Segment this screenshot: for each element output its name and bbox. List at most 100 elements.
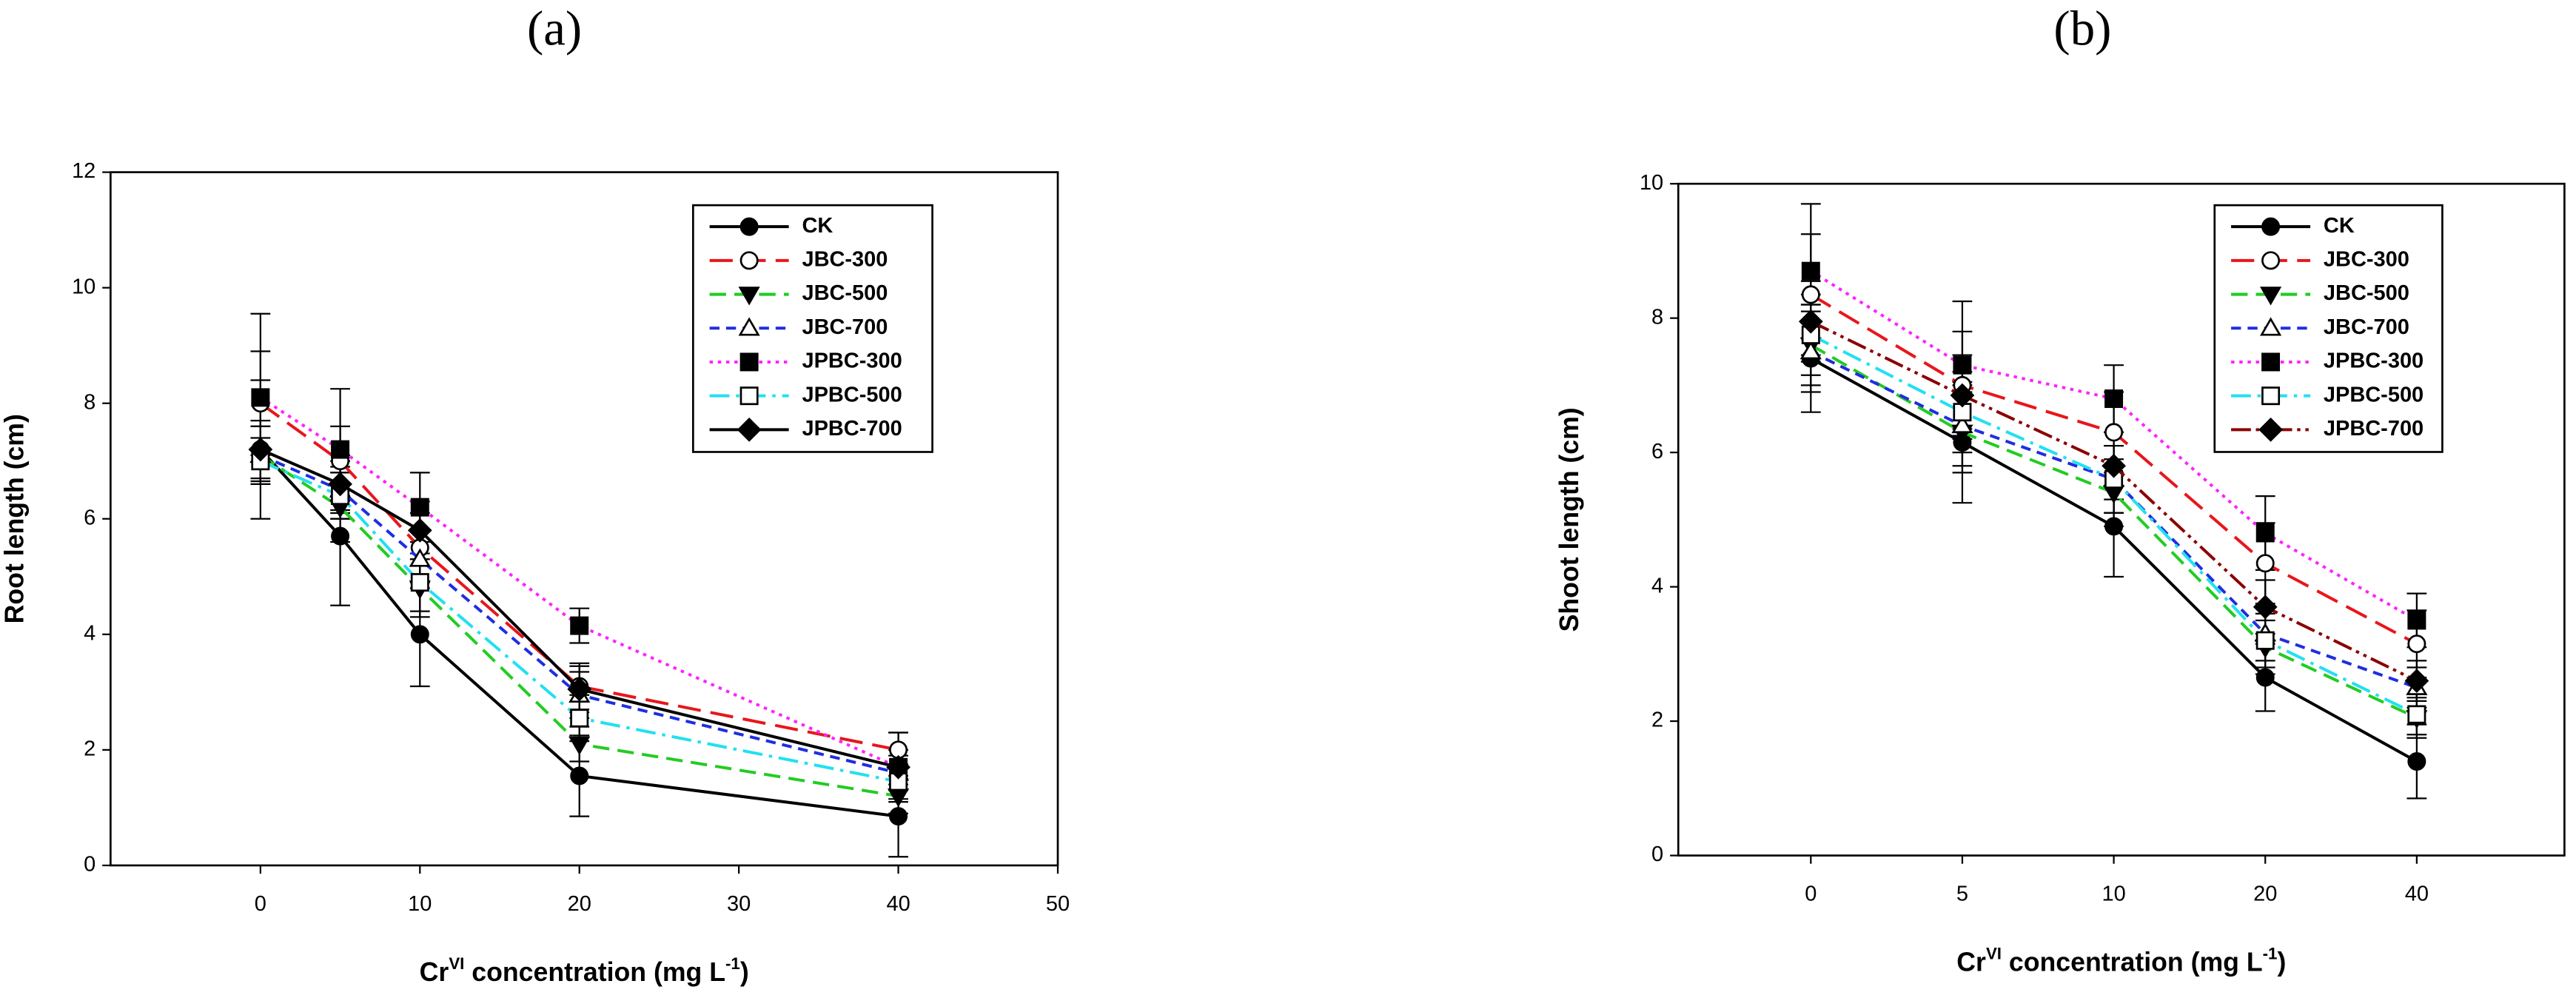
y-tick-label: 8: [1651, 305, 1663, 329]
legend-label: CK: [802, 214, 833, 238]
x-tick-label: 0: [1805, 883, 1817, 906]
marker: [1801, 285, 1820, 304]
x-axis-label-part: concentration (mg L: [464, 957, 725, 987]
y-tick-label: 10: [72, 275, 95, 298]
y-tick-label: 8: [84, 390, 95, 414]
x-tick-label: 50: [1046, 892, 1070, 916]
marker: [328, 472, 352, 497]
marker: [887, 788, 910, 808]
marker: [2255, 631, 2275, 650]
marker: [410, 625, 429, 644]
legend-label: JPBC-500: [2324, 383, 2424, 406]
marker: [410, 573, 429, 592]
x-tick-label: 30: [727, 892, 751, 916]
legend-label: JBC-700: [2324, 315, 2409, 339]
marker: [248, 437, 273, 462]
marker: [2253, 595, 2278, 620]
marker: [2255, 554, 2275, 573]
chart-title: (a): [527, 1, 582, 56]
x-axis-label: CrVI concentration (mg L-1): [420, 954, 749, 987]
legend-label: JBC-500: [802, 281, 888, 305]
y-tick-label: 4: [84, 621, 95, 645]
marker: [2104, 517, 2124, 536]
x-axis-label-part: concentration (mg L: [2002, 948, 2263, 977]
x-tick-label: 20: [568, 892, 591, 916]
series-line: [1810, 350, 2418, 689]
marker: [738, 287, 760, 306]
marker: [886, 754, 910, 780]
marker: [1953, 355, 1972, 375]
marker: [739, 386, 759, 406]
y-tick-label: 4: [1651, 574, 1663, 597]
marker: [1950, 383, 1975, 408]
chart-title: (b): [2053, 1, 2111, 56]
marker: [331, 526, 350, 546]
x-axis-label-part: -1: [2263, 945, 2278, 963]
marker: [407, 518, 432, 543]
legend-label: JPBC-700: [2324, 417, 2424, 441]
legend-label: JBC-700: [802, 315, 888, 339]
x-tick-label: 40: [886, 892, 910, 916]
marker: [2407, 611, 2426, 630]
marker: [739, 352, 759, 372]
x-axis-label-part: -1: [725, 954, 740, 973]
legend-label: JPBC-700: [802, 417, 902, 441]
x-tick-label: 10: [2102, 883, 2125, 906]
y-tick-label: 10: [1640, 171, 1663, 195]
marker: [738, 317, 760, 336]
y-axis-label: Shoot length (cm): [1554, 407, 1584, 632]
y-tick-label: 2: [1651, 709, 1663, 732]
marker: [409, 548, 431, 567]
marker: [2407, 705, 2426, 724]
marker: [889, 807, 908, 826]
marker: [2259, 287, 2282, 306]
marker: [2104, 389, 2124, 409]
x-axis-label-part: VI: [449, 954, 464, 973]
series-line: [260, 459, 899, 783]
x-tick-label: 10: [408, 892, 432, 916]
marker: [2261, 352, 2281, 372]
x-axis-label-part: ): [740, 957, 749, 987]
legend-label: JPBC-300: [2324, 349, 2424, 373]
y-tick-label: 6: [1651, 440, 1663, 463]
marker: [251, 388, 270, 407]
chart: (a) Root length (cm) CrVI concentration (m…: [0, 1, 1070, 988]
marker: [2261, 217, 2281, 236]
marker: [2261, 251, 2281, 270]
marker: [568, 736, 591, 755]
marker: [2259, 317, 2282, 336]
y-tick-label: 0: [84, 853, 95, 877]
legend: CK JBC-300 JBC-500 JBC-700 JPBC-300 JPBC-500 J…: [691, 204, 933, 453]
y-tick-label: 12: [72, 159, 95, 183]
y-tick-label: 2: [84, 737, 95, 761]
marker: [570, 616, 589, 635]
marker: [737, 417, 762, 442]
marker: [2407, 752, 2426, 771]
marker: [739, 251, 759, 270]
marker: [2255, 523, 2275, 543]
x-axis-label-part: ): [2277, 948, 2286, 977]
marker: [570, 709, 589, 728]
chart: (b) Shoot length (cm) CrVI concentration (…: [1554, 1, 2566, 977]
marker: [567, 677, 592, 702]
marker: [1798, 309, 1823, 334]
marker: [2261, 386, 2281, 406]
marker: [570, 766, 589, 786]
marker: [2102, 453, 2126, 478]
x-axis-label-part: Cr: [1956, 948, 1986, 977]
plot-frame: [1677, 182, 2566, 857]
y-axis-label: Root length (cm): [0, 414, 30, 623]
legend-label: JPBC-300: [802, 349, 902, 373]
legend-label: JBC-300: [802, 248, 888, 272]
marker: [331, 440, 350, 459]
marker: [1801, 261, 1820, 281]
marker: [1951, 414, 1973, 434]
legend-label: JBC-500: [2324, 281, 2409, 305]
legend-label: CK: [2324, 214, 2355, 238]
y-tick-label: 0: [1651, 843, 1663, 866]
marker: [2104, 423, 2124, 442]
marker: [2258, 417, 2283, 442]
marker: [2404, 669, 2429, 694]
marker: [2255, 668, 2275, 687]
